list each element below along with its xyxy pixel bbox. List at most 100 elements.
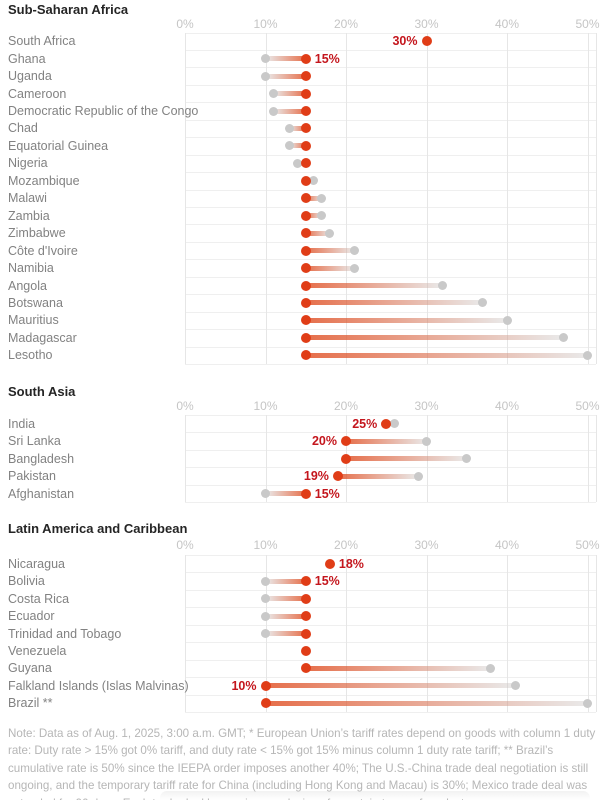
section-title: Sub-Saharan Africa [8,2,129,17]
x-axis-tick-label: 30% [414,538,439,552]
current-rate-dot [300,245,311,256]
x-gridline [346,555,347,713]
current-rate-dot [300,193,311,204]
x-gridline [185,555,186,713]
x-axis-tick-label: 50% [575,17,600,31]
country-label: Bangladesh [8,451,75,466]
country-label: Afghanistan [8,486,75,501]
x-gridline [185,415,186,503]
change-connector [337,473,419,479]
current-rate-dot [421,36,432,47]
change-connector [305,230,330,236]
current-rate-dot [381,418,392,429]
country-label: Nicaragua [8,556,65,571]
current-rate-dot [300,628,311,639]
previous-rate-dot [269,89,279,99]
row-gridline [185,642,596,644]
row-gridline [185,572,596,574]
current-rate-dot [324,558,335,569]
rate-value-label: 18% [338,556,364,571]
x-gridline [507,32,508,365]
change-connector [265,491,306,497]
current-rate-dot [300,488,311,499]
country-label: Malawi [8,191,47,206]
rate-value-label: 15% [314,486,340,501]
country-label: Zambia [8,208,50,223]
x-gridline [587,415,589,503]
x-axis-tick-label: 50% [575,538,600,552]
current-rate-dot [300,593,311,604]
current-rate-dot [300,123,311,134]
previous-rate-dot [285,123,295,133]
row-gridline [185,276,596,278]
change-connector [305,665,491,671]
current-rate-dot [300,576,311,587]
current-rate-dot [300,280,311,291]
change-connector [273,91,306,97]
country-label: Venezuela [8,643,67,658]
rate-value-label: 15% [314,574,340,589]
current-rate-dot [300,263,311,274]
country-label: Zimbabwe [8,226,66,241]
x-gridline [596,555,597,713]
row-gridline [185,32,596,34]
x-axis-tick-label: 10% [253,538,278,552]
row-gridline [185,241,596,243]
country-label: Mauritius [8,313,59,328]
current-rate-dot [300,71,311,82]
country-label: Angola [8,278,47,293]
row-gridline [185,137,596,139]
change-connector [305,300,483,306]
x-axis-tick-label: 20% [333,399,359,413]
x-gridline [265,415,267,503]
x-axis-tick-label: 0% [176,538,194,552]
row-gridline [185,259,596,261]
previous-rate-dot [269,106,279,116]
row-gridline [185,712,596,714]
current-rate-dot [300,297,311,308]
current-rate-dot [300,158,311,169]
x-axis-tick-label: 0% [176,17,194,31]
row-gridline [185,172,596,174]
row-gridline [185,432,596,434]
section-title: South Asia [8,384,76,399]
current-rate-dot [300,88,311,99]
x-gridline [426,555,428,713]
x-axis-tick-label: 40% [494,538,520,552]
row-gridline [185,311,596,313]
x-axis-tick-label: 10% [253,17,278,31]
current-rate-dot [300,332,311,343]
current-rate-dot [300,53,311,64]
row-gridline [185,659,596,661]
x-gridline [587,32,589,365]
row-gridline [185,119,596,121]
row-gridline [185,415,596,416]
x-axis-tick-label: 40% [494,17,520,31]
x-gridline [265,32,267,365]
rate-value-label: 30% [392,34,418,49]
current-rate-dot [341,436,351,447]
change-connector [265,613,306,619]
country-label: Bolivia [8,574,45,589]
x-axis-tick-label: 50% [575,399,600,413]
previous-rate-dot [422,436,431,446]
current-rate-dot [300,663,311,674]
rate-value-label: 25% [352,416,378,431]
country-label: Pakistan [8,469,56,484]
current-rate-dot [300,140,311,151]
country-label: Equatorial Guinea [8,138,109,153]
change-connector [346,438,427,444]
previous-rate-dot [261,71,270,81]
x-gridline [507,415,508,503]
previous-rate-dot [349,263,359,273]
country-label: Madagascar [8,330,77,345]
previous-rate-dot [583,698,592,708]
change-connector [289,143,306,149]
previous-rate-dot [317,193,327,203]
change-connector [265,578,306,584]
previous-rate-dot [558,333,568,343]
previous-rate-dot [325,228,335,238]
row-gridline [185,449,596,451]
change-connector [305,195,322,201]
country-label: Guyana [8,661,52,676]
